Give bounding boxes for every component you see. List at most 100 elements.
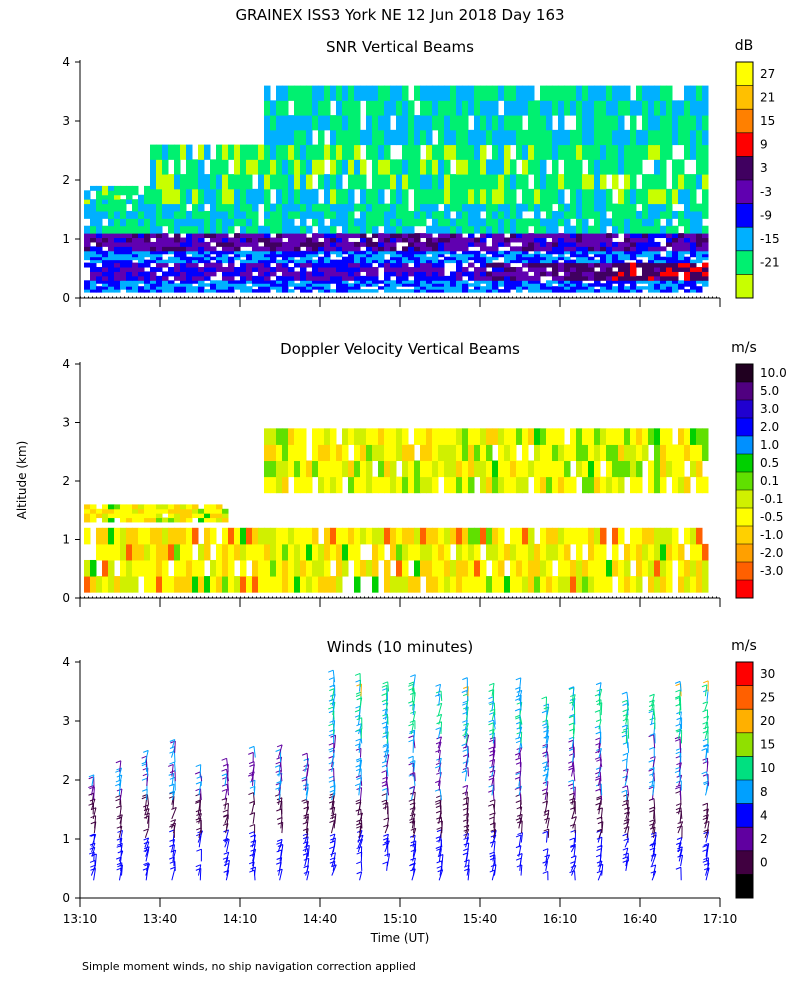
heatmap-cell	[648, 188, 655, 205]
heatmap-cell	[216, 250, 223, 255]
heatmap-cell	[702, 129, 709, 146]
heatmap-cell	[378, 174, 385, 190]
wind-barb-flag	[248, 745, 255, 749]
heatmap-cell	[396, 267, 403, 272]
heatmap-cell	[648, 85, 655, 101]
heatmap-cell	[132, 190, 139, 196]
heatmap-cell	[126, 275, 133, 281]
heatmap-cell	[552, 241, 559, 247]
colorbar: 10.05.03.02.01.00.50.1-0.1-0.5-1.0-2.0-3…	[735, 363, 787, 599]
wind-barb-flag	[515, 834, 522, 838]
wind-barb	[573, 855, 577, 867]
heatmap-cell	[504, 144, 511, 160]
colorbar-swatch	[736, 85, 753, 110]
wind-barb	[144, 750, 149, 763]
heatmap-cell	[180, 218, 187, 227]
heatmap-cell	[198, 259, 205, 264]
heatmap-cell	[318, 444, 325, 462]
heatmap-cell	[390, 100, 397, 116]
heatmap-cell	[186, 256, 193, 261]
heatmap-cell	[612, 210, 619, 219]
heatmap-cell	[90, 246, 97, 252]
heatmap-cell	[348, 259, 355, 264]
heatmap-cell	[528, 428, 535, 445]
heatmap-cell	[522, 559, 529, 577]
heatmap-cell	[384, 218, 391, 227]
heatmap-cell	[228, 259, 235, 264]
heatmap-cell	[228, 210, 235, 219]
heatmap-cell	[354, 174, 361, 190]
heatmap-cell	[696, 559, 703, 577]
heatmap-cell	[342, 283, 349, 287]
heatmap-cell	[630, 543, 637, 561]
heatmap-cell	[300, 527, 307, 545]
heatmap-cell	[684, 85, 691, 101]
wind-barb	[493, 813, 495, 824]
wind-barb-flag	[143, 837, 149, 841]
heatmap-cell	[612, 129, 619, 146]
heatmap-cell	[402, 115, 409, 131]
heatmap-cell	[546, 576, 553, 593]
heatmap-cell	[96, 271, 103, 277]
heatmap-cell	[108, 504, 115, 510]
heatmap-cell	[666, 444, 673, 462]
heatmap-cell	[594, 543, 601, 561]
heatmap-cell	[258, 174, 265, 190]
heatmap-cell	[534, 241, 541, 247]
heatmap-cell	[654, 253, 661, 258]
heatmap-cell	[114, 259, 121, 264]
heatmap-cell	[270, 159, 277, 175]
heatmap-cell	[474, 559, 481, 577]
heatmap-cell	[684, 233, 691, 239]
heatmap-cell	[138, 280, 145, 284]
heatmap-cell	[516, 543, 523, 561]
wind-barb	[520, 864, 523, 876]
heatmap-cell	[630, 250, 637, 255]
heatmap-cell	[594, 210, 601, 219]
heatmap-cell	[558, 250, 565, 255]
heatmap-cell	[672, 225, 679, 234]
heatmap-cell	[666, 203, 673, 212]
heatmap-cell	[294, 271, 301, 277]
heatmap-cell	[384, 444, 391, 462]
heatmap-cell	[522, 253, 529, 258]
wind-barb-flag	[409, 843, 416, 847]
heatmap-cell	[282, 253, 289, 258]
heatmap-cell	[540, 233, 547, 239]
heatmap-cell	[420, 250, 427, 255]
heatmap-cell	[84, 289, 91, 293]
wind-barb	[358, 799, 362, 810]
heatmap-cell	[648, 210, 655, 219]
heatmap-cell	[222, 508, 229, 514]
wind-barb-flag	[382, 744, 388, 748]
heatmap-cell	[384, 559, 391, 577]
heatmap-cell	[480, 527, 487, 545]
heatmap-cell	[498, 203, 505, 212]
heatmap-cell	[318, 286, 325, 290]
heatmap-cell	[450, 241, 457, 247]
heatmap-cell	[228, 280, 235, 284]
heatmap-cell	[516, 256, 523, 261]
heatmap-cell	[132, 283, 139, 287]
heatmap-cell	[528, 129, 535, 146]
heatmap-cell	[180, 517, 187, 523]
heatmap-cell	[474, 237, 481, 243]
heatmap-cell	[246, 250, 253, 255]
heatmap-cell	[438, 250, 445, 255]
heatmap-cell	[468, 283, 475, 287]
heatmap-cell	[456, 218, 463, 227]
heatmap-cell	[180, 283, 187, 287]
heatmap-cell	[222, 253, 229, 258]
heatmap-cell	[234, 203, 241, 212]
wind-barb	[437, 727, 442, 739]
wind-barb-flag	[223, 862, 230, 866]
heatmap-cell	[450, 444, 457, 462]
colorbar-swatch	[736, 685, 753, 710]
heatmap-cell	[102, 185, 109, 191]
heatmap-cell	[552, 543, 559, 561]
heatmap-cell	[348, 241, 355, 247]
wind-barb-flag	[515, 757, 521, 761]
heatmap-cell	[234, 159, 241, 175]
heatmap-cell	[258, 159, 265, 175]
heatmap-cell	[198, 225, 205, 234]
